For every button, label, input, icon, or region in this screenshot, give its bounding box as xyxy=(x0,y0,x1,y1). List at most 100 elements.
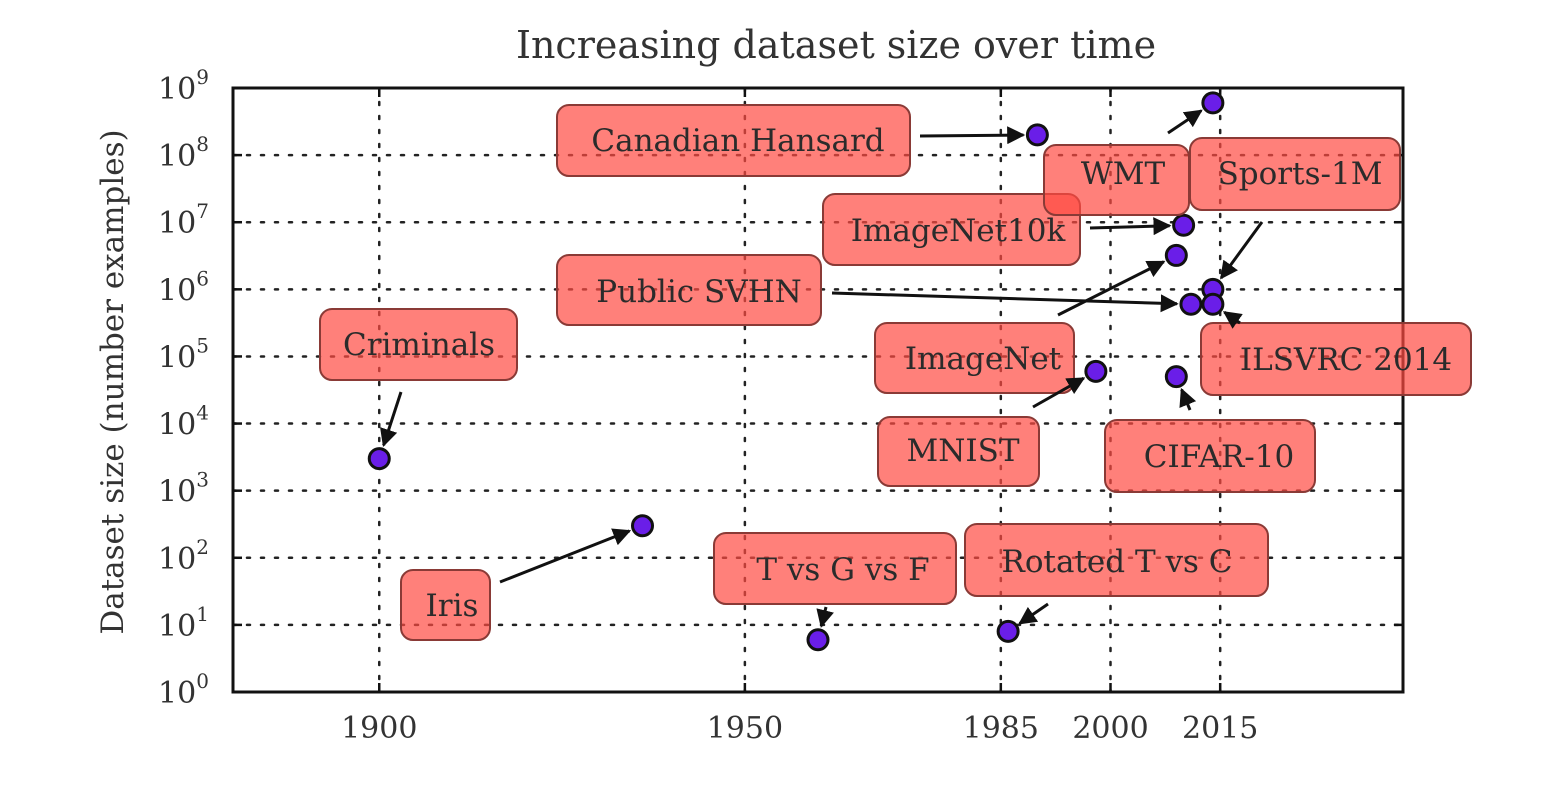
y-tick-exponent: 0 xyxy=(196,669,209,693)
annotation-arrow-criminals xyxy=(380,391,403,448)
y-tick-exponent: 1 xyxy=(196,602,209,626)
annotation-label: CIFAR-10 xyxy=(1144,439,1294,475)
annotation-box xyxy=(874,322,1075,394)
y-tick-base: 10 xyxy=(158,206,196,241)
y-tick-base: 10 xyxy=(158,408,196,443)
data-point-criminals xyxy=(367,447,391,471)
data-point-wmt xyxy=(1201,91,1225,115)
annotation-imagenet10k: ImageNet10k xyxy=(822,193,1081,266)
annotation-arrow-rotated-t-vs-c xyxy=(1018,602,1049,625)
annotation-box xyxy=(556,254,822,326)
annotation-rotated-t-vs-c: Rotated T vs C xyxy=(964,523,1269,597)
data-point-imagenet xyxy=(1164,243,1188,267)
annotation-arrow-mnist xyxy=(1032,376,1086,409)
y-tick-base: 10 xyxy=(158,139,196,174)
y-tick-base: 10 xyxy=(158,72,196,107)
annotation-wmt: WMT xyxy=(1043,144,1190,216)
data-point-iris xyxy=(631,514,654,538)
data-point-mnist xyxy=(1084,359,1108,383)
x-tick-label: 2000 xyxy=(1072,711,1148,746)
annotation-label: ILSVRC 2014 xyxy=(1240,342,1452,378)
annotation-public-svhn: Public SVHN xyxy=(556,254,822,326)
annotation-arrow-iris xyxy=(499,528,632,584)
annotation-arrow-sports-1m xyxy=(1219,221,1264,280)
y-tick-label: 102 xyxy=(158,535,209,577)
y-axis-label: Dataset size (number examples) xyxy=(95,129,131,634)
y-tick-label: 108 xyxy=(158,132,209,174)
data-point-public-svhn xyxy=(1179,292,1203,316)
y-tick-exponent: 8 xyxy=(196,132,209,156)
y-tick-base: 10 xyxy=(158,475,196,510)
annotation-boxes: Criminals Iris T vs G vs F Rotated T vs C Ca… xyxy=(319,104,1472,641)
y-tick-label: 100 xyxy=(158,669,209,711)
y-tick-exponent: 4 xyxy=(196,401,209,425)
annotation-label: ImageNet xyxy=(905,341,1062,377)
annotation-label: Iris xyxy=(426,588,479,624)
annotation-box xyxy=(713,532,957,605)
y-tick-label: 109 xyxy=(158,65,209,107)
data-point-cifar-10 xyxy=(1164,365,1188,389)
annotation-box xyxy=(822,193,1081,266)
y-tick-base: 10 xyxy=(158,676,196,711)
x-tick-label: 1900 xyxy=(341,711,417,746)
y-tick-base: 10 xyxy=(158,273,196,308)
annotation-box xyxy=(1104,419,1316,493)
annotation-label: ImageNet10k xyxy=(851,213,1066,249)
chart-title: Increasing dataset size over time xyxy=(516,23,1156,67)
annotation-arrow-t-vs-g-vs-f xyxy=(816,606,834,628)
data-point-canadian-hansard xyxy=(1025,123,1049,147)
data-point-rotated-t-vs-c xyxy=(996,619,1020,643)
annotation-canadian-hansard: Canadian Hansard xyxy=(556,104,911,177)
y-tick-base: 10 xyxy=(158,609,196,644)
x-tick-label: 1985 xyxy=(963,711,1039,746)
data-points xyxy=(367,91,1225,652)
annotation-arrow-imagenet xyxy=(1057,260,1166,317)
annotation-box xyxy=(1043,144,1190,216)
annotation-arrow-public-svhn xyxy=(831,291,1179,313)
annotation-label: T vs G vs F xyxy=(756,552,929,588)
annotation-cifar-10: CIFAR-10 xyxy=(1104,419,1316,493)
y-tick-label: 107 xyxy=(158,199,209,241)
annotation-box xyxy=(1200,322,1472,396)
x-tick-label: 1950 xyxy=(707,711,783,746)
y-tick-label: 105 xyxy=(158,333,209,375)
annotation-mnist: MNIST xyxy=(877,416,1040,487)
y-tick-exponent: 7 xyxy=(196,199,209,223)
y-tick-base: 10 xyxy=(158,542,196,577)
annotation-arrows xyxy=(380,109,1264,628)
annotation-box xyxy=(319,308,518,381)
data-point-t-vs-g-vs-f xyxy=(806,628,830,652)
annotation-label: Canadian Hansard xyxy=(591,123,884,159)
y-tick-label: 101 xyxy=(158,602,209,644)
annotation-box xyxy=(964,523,1269,597)
annotation-arrow-imagenet10k xyxy=(1089,217,1172,236)
y-tick-exponent: 9 xyxy=(196,65,209,89)
annotation-arrow-wmt xyxy=(1167,109,1203,135)
annotation-iris: Iris xyxy=(400,569,491,641)
y-tick-exponent: 5 xyxy=(196,333,209,357)
annotation-label: WMT xyxy=(1081,156,1166,192)
data-point-imagenet10k xyxy=(1172,213,1196,237)
annotation-criminals: Criminals xyxy=(319,308,518,381)
annotation-box xyxy=(400,569,491,641)
annotation-arrow-canadian-hansard xyxy=(919,126,1026,145)
annotation-label: Public SVHN xyxy=(596,274,802,310)
y-tick-base: 10 xyxy=(158,340,196,375)
annotation-arrow-ilsvrc-2014 xyxy=(1222,310,1243,329)
y-tick-exponent: 3 xyxy=(196,468,209,492)
annotation-box xyxy=(556,104,911,177)
y-tick-label: 106 xyxy=(158,266,209,308)
annotation-imagenet: ImageNet xyxy=(874,322,1075,394)
y-tick-exponent: 6 xyxy=(196,266,209,290)
x-axis-ticks: 1900 1950 1985 2000 2015 xyxy=(341,88,1258,746)
annotation-label: MNIST xyxy=(906,433,1019,469)
data-point-ilsvrc-2014 xyxy=(1201,292,1225,316)
y-tick-exponent: 2 xyxy=(196,535,209,559)
annotation-sports-1m: Sports-1M xyxy=(1189,137,1401,211)
annotation-t-vs-g-vs-f: T vs G vs F xyxy=(713,532,957,605)
annotation-label: Criminals xyxy=(343,327,495,363)
annotation-label: Rotated T vs C xyxy=(1002,544,1233,580)
